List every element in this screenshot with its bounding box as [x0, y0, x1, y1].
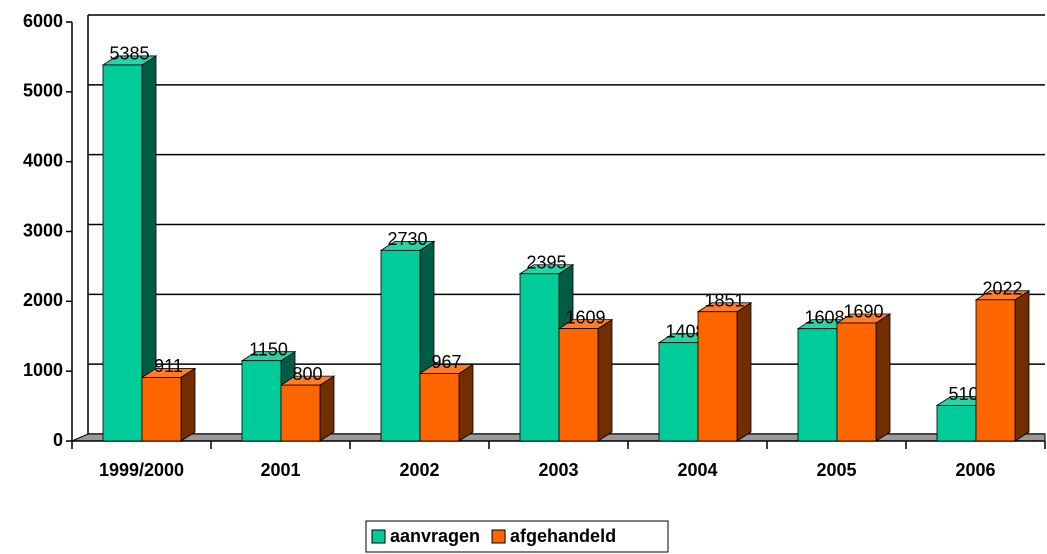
bar [141, 376, 182, 442]
bar-side [736, 302, 752, 442]
bar [102, 64, 143, 442]
value-label: 2395 [526, 252, 566, 272]
x-tick-label: 2004 [677, 460, 717, 480]
value-label: 2022 [982, 279, 1022, 299]
bar [797, 328, 838, 442]
bar-side [597, 318, 613, 442]
bar [241, 360, 282, 442]
bar [975, 299, 1016, 442]
bar-side [180, 367, 196, 442]
bar-side [319, 375, 335, 442]
legend-box [365, 520, 669, 553]
legend-label: aanvragen [390, 526, 480, 546]
y-tick-label: 4000 [23, 150, 63, 170]
value-label: 911 [154, 356, 183, 376]
bar [419, 373, 460, 442]
value-label: 1690 [843, 302, 883, 322]
value-label: 1609 [565, 307, 605, 327]
y-tick-label: 6000 [23, 11, 63, 31]
legend-swatch [491, 529, 506, 544]
x-tick-label: 2003 [538, 460, 578, 480]
y-tick-label: 5000 [23, 81, 63, 101]
bar [558, 328, 599, 442]
x-tick-label: 2005 [816, 460, 856, 480]
bar [836, 322, 877, 442]
bar-side [875, 313, 891, 442]
value-label: 1851 [704, 290, 744, 310]
legend-label: afgehandeld [510, 526, 616, 546]
y-tick-label: 0 [53, 430, 63, 450]
value-label: 1408 [665, 321, 705, 341]
value-label: 800 [292, 364, 322, 384]
bar-side [458, 363, 474, 442]
value-label: 967 [431, 352, 461, 372]
y-tick-label: 1000 [23, 360, 63, 380]
bar-side [1014, 290, 1030, 442]
y-tick-label: 3000 [23, 220, 63, 240]
bar [936, 404, 977, 442]
bar [697, 311, 738, 442]
bar [519, 273, 560, 442]
value-label: 510 [948, 384, 978, 404]
bar [658, 342, 699, 442]
value-label: 1150 [249, 339, 288, 359]
x-tick-label: 1999/2000 [99, 460, 184, 480]
y-tick-label: 2000 [23, 290, 63, 310]
x-tick-label: 2002 [399, 460, 439, 480]
value-label: 5385 [109, 44, 149, 64]
bar [380, 249, 421, 442]
value-label: 1608 [804, 307, 844, 327]
value-label: 2730 [387, 229, 427, 249]
bar [280, 384, 321, 442]
x-tick-label: 2001 [260, 460, 300, 480]
x-tick-label: 2006 [955, 460, 995, 480]
legend-swatch [371, 529, 386, 544]
